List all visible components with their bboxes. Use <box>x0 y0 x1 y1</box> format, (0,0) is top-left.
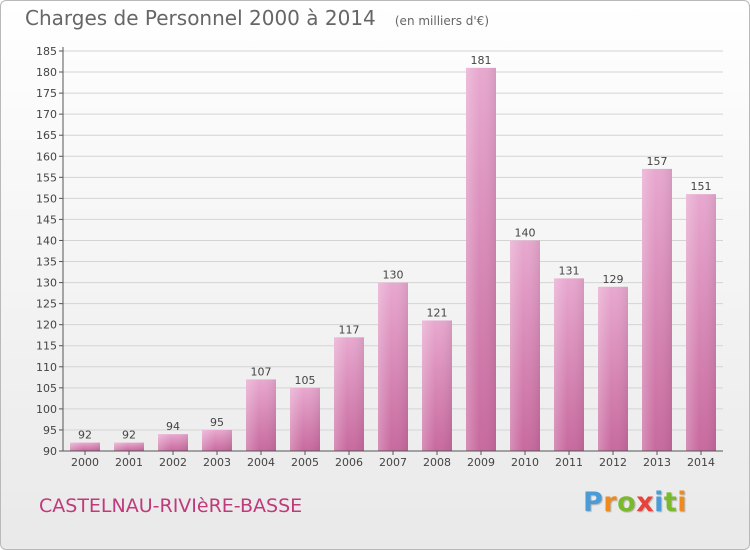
logo-letter: i <box>677 487 688 518</box>
bar-value-label: 140 <box>515 226 536 239</box>
y-tick-label: 185 <box>36 45 57 58</box>
bar-value-label: 130 <box>383 269 404 282</box>
axes: 90 95 100 105 110 115 120 125 130 135 140 145 150 155… <box>36 45 723 469</box>
bar-shine <box>334 337 364 451</box>
chart-title: Charges de Personnel 2000 à 2014 <box>25 6 376 30</box>
bar-shine <box>554 278 584 451</box>
x-tick-label: 2009 <box>467 456 495 469</box>
logo-letter: o <box>617 487 637 518</box>
logo-letter: x <box>636 487 655 518</box>
x-tick-label: 2002 <box>159 456 187 469</box>
bar-value-label: 151 <box>691 180 712 193</box>
bar-shine <box>510 240 540 451</box>
logo-letter: i <box>654 487 664 518</box>
x-tick-label: 2003 <box>203 456 231 469</box>
bar-value-label: 107 <box>251 365 272 378</box>
bar-shine <box>686 194 716 451</box>
logo-letter: r <box>603 487 618 518</box>
bar-value-label: 181 <box>471 54 492 67</box>
bar-shine <box>202 429 232 451</box>
chart-header: Charges de Personnel 2000 à 2014 (en mil… <box>25 6 489 30</box>
commune-name: CASTELNAU-RIVIèRE-BASSE <box>39 495 303 517</box>
y-tick-label: 125 <box>36 298 57 311</box>
bar-value-label: 92 <box>78 429 92 442</box>
bar-value-label: 131 <box>559 264 580 277</box>
bar-shine <box>598 286 628 451</box>
logo-letter: t <box>663 487 678 518</box>
chart-unit: (en milliers d'€) <box>394 14 489 28</box>
x-tick-label: 2000 <box>71 456 99 469</box>
y-tick-label: 105 <box>36 382 57 395</box>
x-tick-label: 2007 <box>379 456 407 469</box>
bar-value-label: 117 <box>339 323 360 336</box>
y-tick-label: 155 <box>36 171 57 184</box>
y-tick-label: 170 <box>36 108 57 121</box>
bar-shine <box>158 434 188 451</box>
y-tick-label: 95 <box>43 424 57 437</box>
y-tick-label: 140 <box>36 234 57 247</box>
bar-value-label: 121 <box>427 306 448 319</box>
x-tick-label: 2013 <box>643 456 671 469</box>
x-tick-label: 2010 <box>511 456 539 469</box>
bar-shine <box>70 442 100 451</box>
bar-shine <box>114 442 144 451</box>
proxiti-logo: Proxiti <box>583 487 687 518</box>
bar-value-label: 129 <box>603 273 624 286</box>
bar-value-label: 95 <box>210 416 224 429</box>
y-tick-label: 100 <box>36 403 57 416</box>
y-tick-label: 145 <box>36 213 57 226</box>
y-tick-label: 120 <box>36 319 57 332</box>
bars: 92 92 94 95 107 105 117 130 121 181 140 131 129 157 15… <box>70 54 716 452</box>
y-tick-label: 165 <box>36 129 57 142</box>
bar-shine <box>378 282 408 451</box>
x-tick-label: 2004 <box>247 456 275 469</box>
y-tick-label: 175 <box>36 87 57 100</box>
bar-value-label: 105 <box>295 374 316 387</box>
bar-shine <box>422 320 452 451</box>
bar-shine <box>642 168 672 452</box>
y-tick-label: 115 <box>36 340 57 353</box>
x-tick-label: 2011 <box>555 456 583 469</box>
bar-shine <box>290 387 320 451</box>
x-tick-label: 2008 <box>423 456 451 469</box>
bar-shine <box>466 67 496 451</box>
x-tick-label: 2012 <box>599 456 627 469</box>
x-tick-label: 2001 <box>115 456 143 469</box>
x-tick-label: 2005 <box>291 456 319 469</box>
bar-value-label: 157 <box>647 155 668 168</box>
y-tick-label: 150 <box>36 192 57 205</box>
x-tick-label: 2014 <box>687 456 715 469</box>
x-tick-label: 2006 <box>335 456 363 469</box>
bar-value-label: 94 <box>166 420 180 433</box>
y-tick-label: 110 <box>36 361 57 374</box>
y-tick-label: 130 <box>36 277 57 290</box>
y-tick-label: 135 <box>36 256 57 269</box>
bar-value-label: 92 <box>122 429 136 442</box>
y-tick-label: 160 <box>36 150 57 163</box>
bar-shine <box>246 379 276 451</box>
logo-letter: P <box>583 487 604 518</box>
y-tick-label: 90 <box>43 445 57 458</box>
y-tick-label: 180 <box>36 66 57 79</box>
